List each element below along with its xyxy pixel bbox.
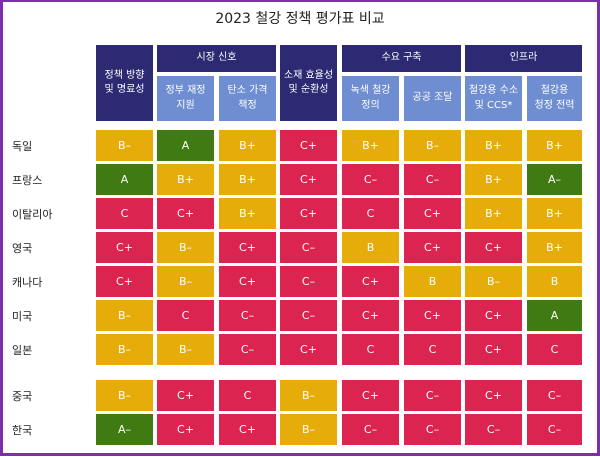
grade-cell: C+ [465,300,522,331]
grade-cell: C– [342,414,399,445]
column-header: 정부 재정 지원 [157,76,214,121]
grade-cell: C+ [404,198,461,229]
grade-cell: C [157,300,214,331]
grade-cell: C– [280,266,337,297]
grade-cell: B+ [342,130,399,161]
header-group: 인프라 [465,45,582,72]
grade-cell: A– [527,164,582,195]
header-group: 수요 구축 [342,45,461,72]
grade-cell: C– [219,334,276,365]
grade-cell: B [404,266,461,297]
grade-cell: B [342,232,399,263]
grade-cell: B+ [527,232,582,263]
grade-cell: B– [157,232,214,263]
grade-cell: A– [96,414,153,445]
grade-cell: C+ [465,334,522,365]
row-label-country: 영국 [12,242,33,255]
grade-cell: C– [219,300,276,331]
column-header: 정책 방향 및 명료성 [96,45,153,121]
grade-cell: C+ [342,266,399,297]
column-header: 철강용 청정 전력 [527,76,582,121]
grade-cell: C [219,380,276,411]
grade-cell: C– [404,380,461,411]
grade-cell: A [96,164,153,195]
grade-cell: C [404,334,461,365]
row-label-country: 독일 [12,140,33,153]
grade-cell: C [527,334,582,365]
grade-cell: B+ [465,164,522,195]
grade-cell: B– [157,266,214,297]
grade-cell: B– [280,414,337,445]
grade-cell: C– [404,164,461,195]
row-label-country: 캐나다 [12,276,43,289]
header-group: 시장 신호 [157,45,276,72]
column-header: 소재 효율성 및 순환성 [280,45,337,121]
grade-cell: C+ [404,300,461,331]
grade-cell: C– [404,414,461,445]
grade-cell: C [342,334,399,365]
grade-cell: B– [404,130,461,161]
grade-cell: C+ [219,414,276,445]
grade-cell: B+ [465,130,522,161]
column-header: 공공 조달 [404,76,461,121]
grade-cell: C+ [157,414,214,445]
grade-cell: C [342,198,399,229]
chart-title: 2023 철강 정책 평가표 비교 [215,11,385,27]
grade-cell: A [157,130,214,161]
row-label-country: 한국 [12,424,33,437]
row-label-country: 미국 [12,310,33,323]
column-header: 녹색 철강 정의 [342,76,399,121]
grade-cell: B+ [157,164,214,195]
grade-cell: B [527,266,582,297]
grade-cell: C+ [342,300,399,331]
grade-cell: B+ [219,164,276,195]
row-label-country: 이탈리아 [12,208,53,221]
grade-cell: A [527,300,582,331]
grade-cell: B– [465,266,522,297]
row-label-country: 중국 [12,390,33,403]
grade-cell: C+ [280,164,337,195]
grade-cell: C+ [465,232,522,263]
grade-cell: C+ [219,232,276,263]
grade-cell: B+ [527,130,582,161]
grade-cell: B– [280,380,337,411]
grade-cell: C+ [219,266,276,297]
grade-cell: C+ [157,198,214,229]
grade-cell: B+ [465,198,522,229]
grade-cell: C+ [157,380,214,411]
grade-cell: C– [342,164,399,195]
grade-cell: C+ [342,380,399,411]
grade-cell: C+ [280,334,337,365]
grade-cell: B– [157,334,214,365]
grade-cell: B– [96,130,153,161]
grade-cell: C– [465,414,522,445]
grade-cell: C+ [280,130,337,161]
grade-cell: C+ [404,232,461,263]
grade-cell: C+ [280,198,337,229]
grade-cell: B– [96,334,153,365]
row-label-country: 프랑스 [12,174,43,187]
grade-cell: B+ [219,198,276,229]
column-header: 탄소 가격 책정 [219,76,276,121]
grade-cell: B+ [527,198,582,229]
row-label-country: 일본 [12,344,33,357]
grade-cell: B+ [219,130,276,161]
grade-cell: B– [96,380,153,411]
grade-cell: C– [280,232,337,263]
grade-cell: C– [280,300,337,331]
grade-cell: C+ [96,266,153,297]
grade-cell: C– [527,414,582,445]
grade-cell: C+ [465,380,522,411]
grade-cell: C– [527,380,582,411]
column-header: 철강용 수소 및 CCS* [465,76,522,121]
grade-cell: C+ [96,232,153,263]
grade-cell: C [96,198,153,229]
grade-cell: B– [96,300,153,331]
